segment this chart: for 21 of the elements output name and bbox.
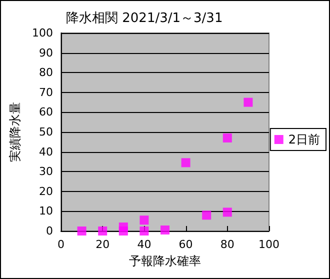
x-tick-label: 80 bbox=[220, 238, 234, 251]
x-tick-label: 100 bbox=[258, 238, 280, 251]
y-tick-label: 0 bbox=[46, 224, 53, 238]
x-tick-label: 40 bbox=[137, 238, 152, 251]
y-tick-label: 30 bbox=[39, 165, 53, 178]
x-axis-title: 予報降水確率 bbox=[129, 254, 201, 268]
y-tick-label: 50 bbox=[39, 126, 53, 138]
y-tick-label: 40 bbox=[39, 145, 53, 158]
legend-label: 2日前 bbox=[288, 132, 320, 146]
y-tick-label: 100 bbox=[32, 26, 53, 40]
y-tick-label: 10 bbox=[39, 204, 53, 218]
y-tick-label: 80 bbox=[39, 66, 53, 80]
x-tick-label: 60 bbox=[178, 238, 193, 251]
y-tick-label: 20 bbox=[39, 184, 53, 198]
y-tick-label: 90 bbox=[39, 46, 53, 60]
x-tick-label: 0 bbox=[58, 238, 64, 251]
y-tick-label: 70 bbox=[39, 86, 53, 99]
y-axis-title: 実績降水量 bbox=[8, 102, 22, 162]
x-tick-label: 20 bbox=[96, 238, 110, 251]
chart-title: 降水相関 2021/3/1～3/31 bbox=[66, 11, 223, 26]
y-tick-label: 60 bbox=[39, 106, 53, 119]
